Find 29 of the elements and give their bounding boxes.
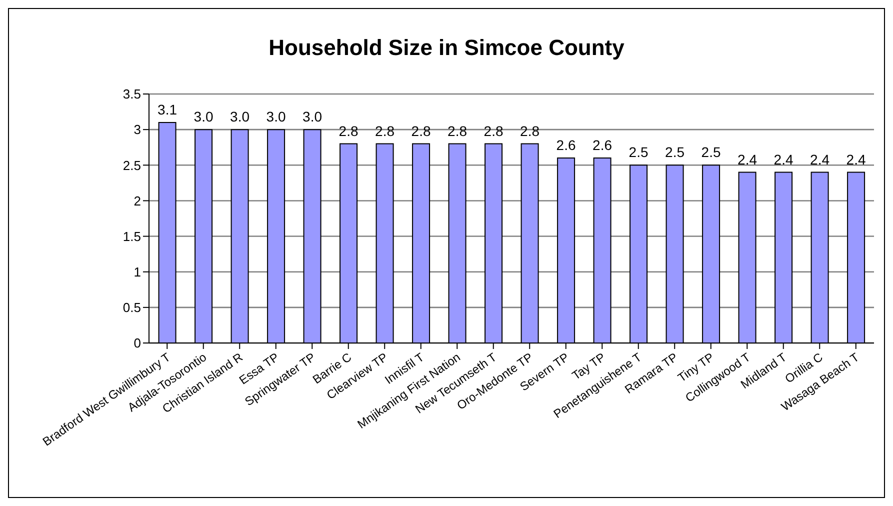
y-tick-label: 2.5	[122, 158, 141, 173]
data-label: 2.4	[846, 151, 866, 168]
data-label: 3.1	[158, 101, 178, 118]
data-label: 3.0	[266, 108, 286, 125]
y-tick-label: 0.5	[122, 300, 141, 316]
data-label: 3.0	[302, 108, 322, 125]
data-label: 2.8	[375, 122, 395, 139]
y-tick-label: 0	[134, 336, 141, 351]
y-tick-label: 1	[134, 264, 141, 280]
data-label: 2.4	[774, 151, 794, 168]
data-label: 2.8	[411, 122, 431, 139]
data-label: 2.4	[810, 151, 830, 168]
y-tick-label: 3	[134, 122, 141, 138]
data-label: 2.8	[484, 122, 504, 139]
data-label: 3.0	[194, 108, 214, 125]
data-label: 2.8	[448, 122, 468, 139]
data-label: 2.6	[592, 137, 612, 154]
y-tick-label: 1.5	[122, 228, 141, 244]
data-label: 2.6	[556, 137, 576, 154]
data-label: 3.0	[230, 108, 250, 125]
data-label: 2.5	[665, 144, 685, 160]
y-tick-label: 2	[134, 193, 141, 208]
y-tick-label: 3.5	[122, 86, 141, 102]
data-label: 2.8	[338, 122, 358, 139]
data-label: 2.4	[738, 151, 758, 168]
chart-title: Household Size in Simcoe County	[268, 35, 626, 61]
data-label: 2.8	[520, 122, 540, 139]
data-label: 2.5	[628, 144, 648, 160]
data-label: 2.5	[701, 144, 721, 160]
